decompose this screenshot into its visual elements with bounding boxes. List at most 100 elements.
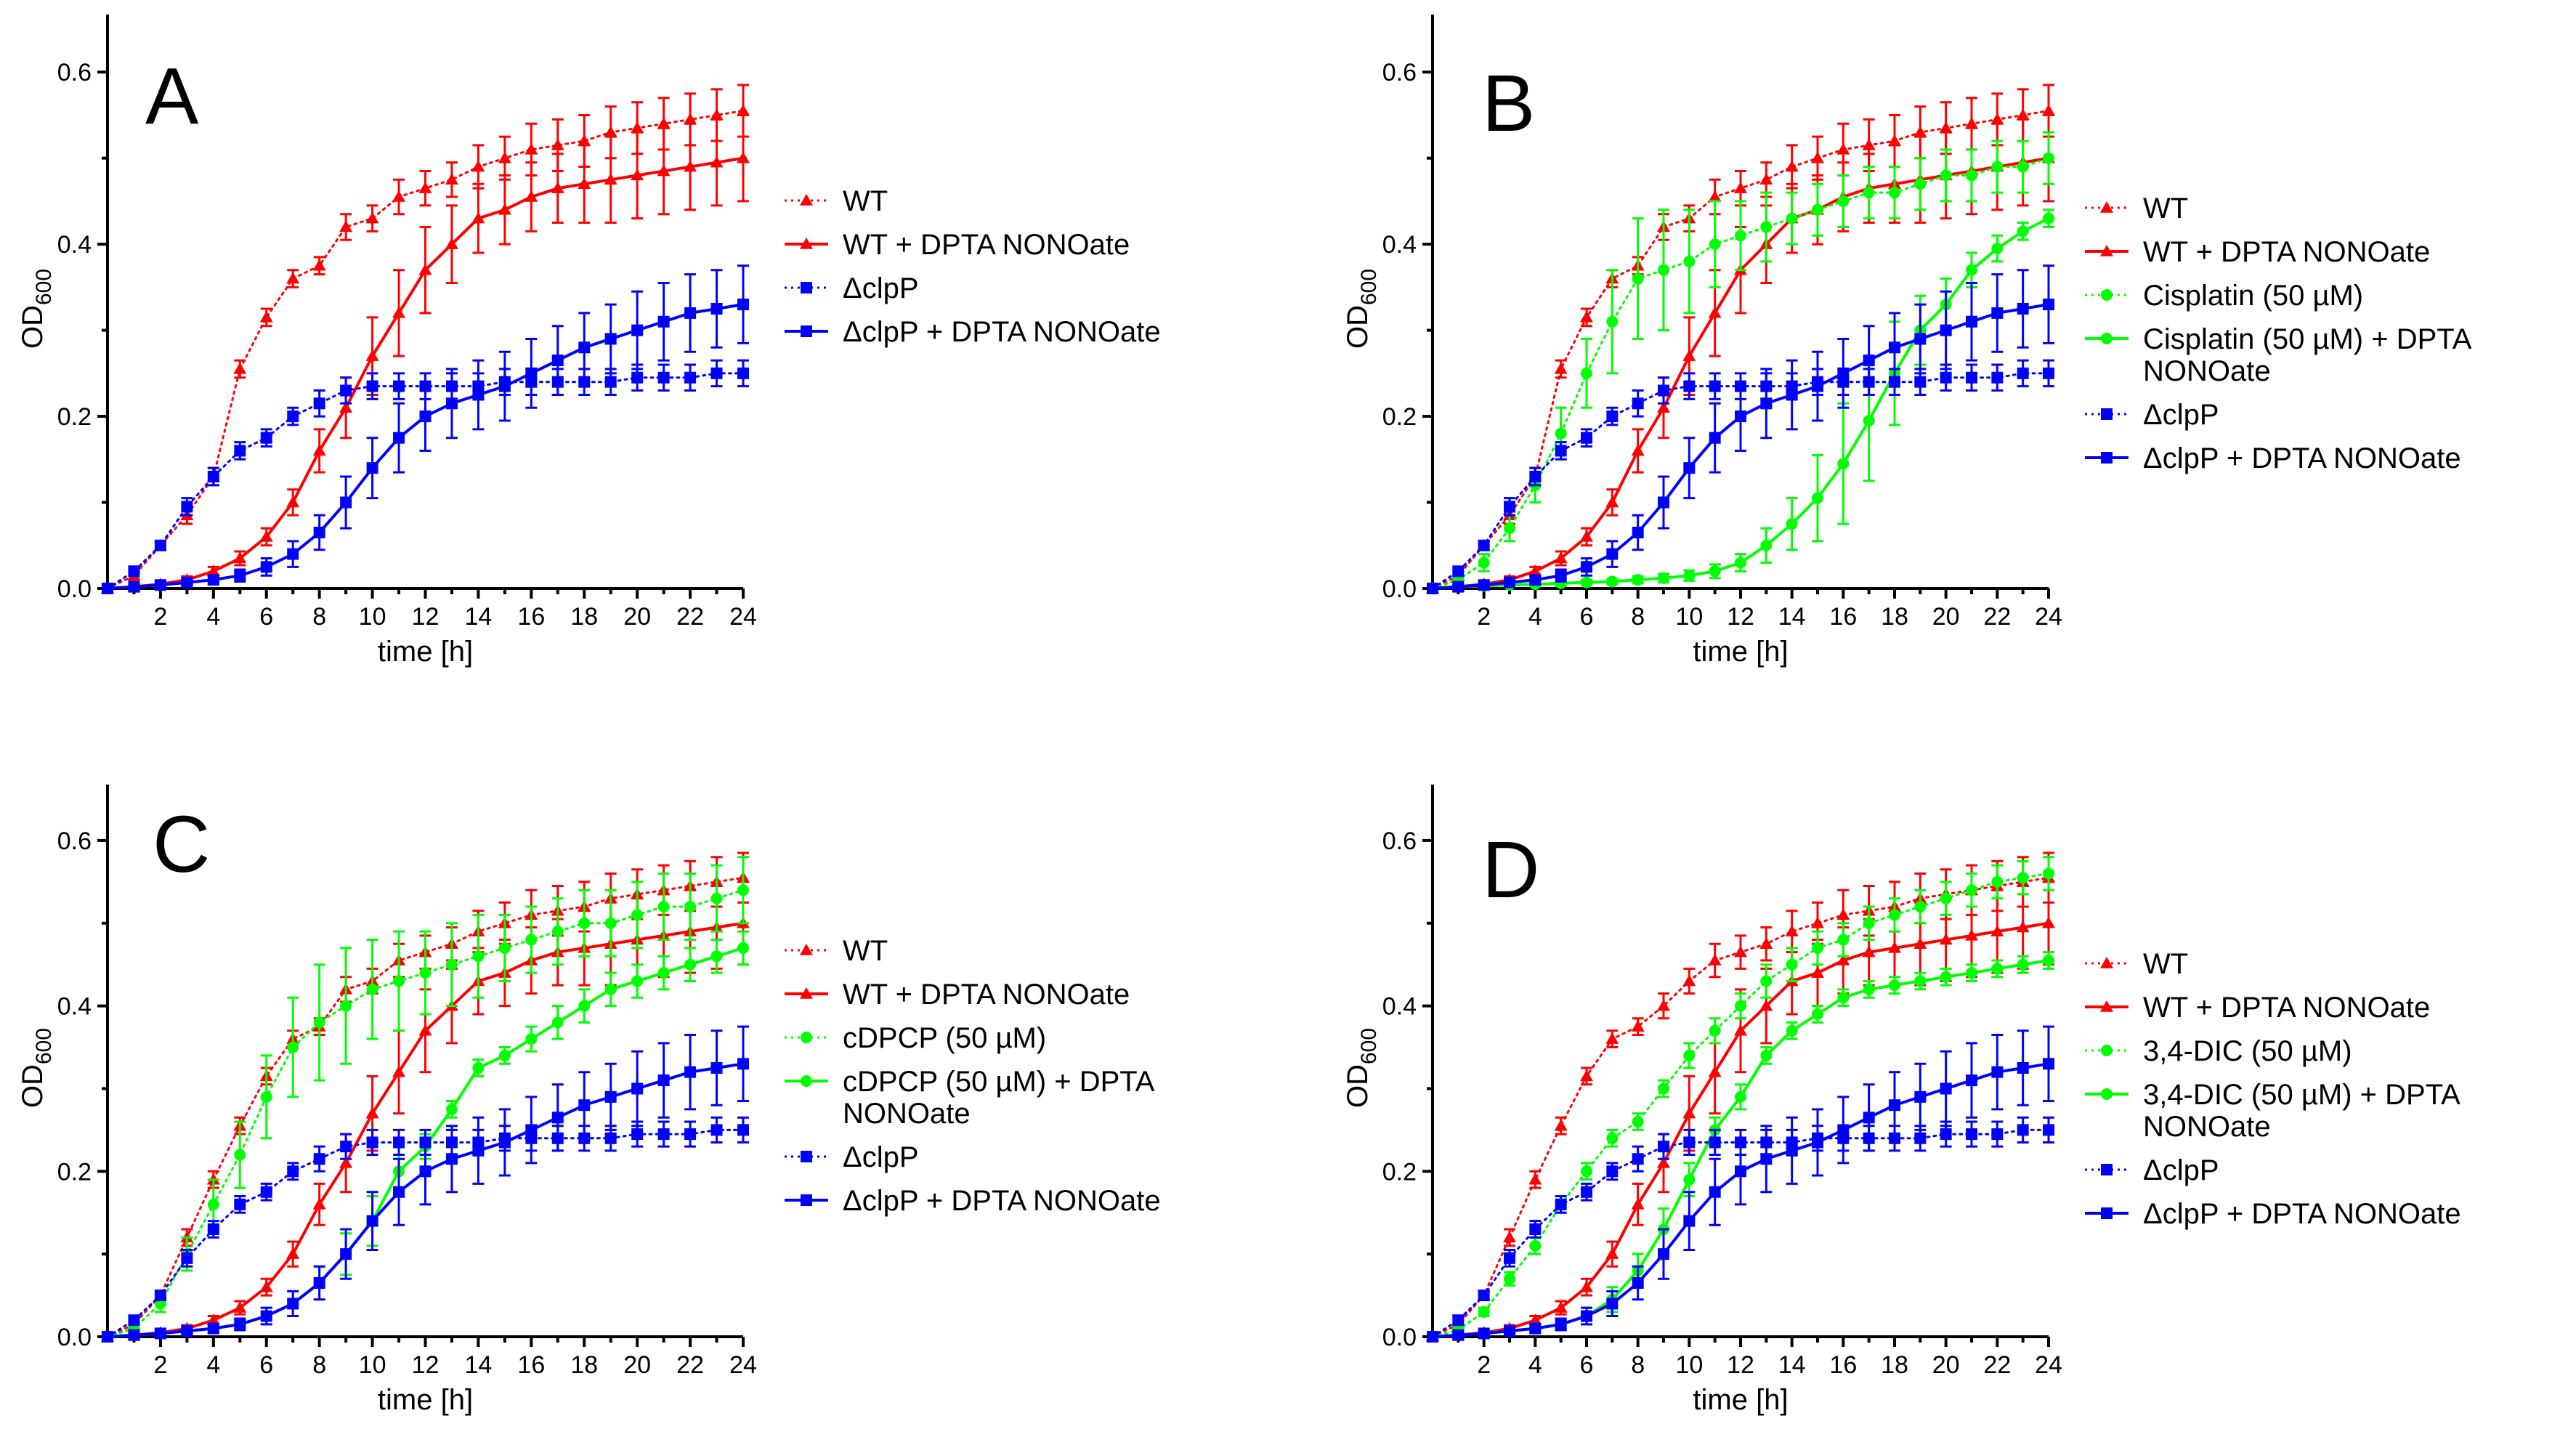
panel-d-data-point <box>1812 942 1823 954</box>
panel-c-data-point <box>393 1136 405 1149</box>
panel-b-data-point <box>1658 572 1669 584</box>
panel-b-legend-label: ΔclpP + DPTA NONOate <box>2143 442 2461 474</box>
panel-a-x-tick-label: 18 <box>570 603 598 631</box>
panel-b-data-point <box>1658 264 1669 276</box>
panel-d-data-point <box>2043 867 2054 880</box>
panel-b-data-point <box>1606 410 1619 423</box>
panel-c-x-tick-label: 2 <box>153 1351 167 1379</box>
panel-a-y-tick-label: 0.0 <box>57 575 92 603</box>
panel-c-data-point <box>578 1000 591 1012</box>
panel-a-series-0 <box>101 84 750 594</box>
panel-c-series-5 <box>102 1025 749 1343</box>
panel-a-data-point <box>498 380 511 392</box>
panel-d-data-point <box>1913 937 1927 949</box>
panel-c-data-point <box>259 1280 273 1292</box>
panel-c-data-point <box>181 1252 193 1264</box>
panel-b-data-point <box>2017 367 2029 379</box>
panel-d-data-point <box>1966 967 1977 979</box>
panel-a-x-tick-label: 4 <box>206 603 220 631</box>
panel-b-data-point <box>1452 580 1465 593</box>
panel-a-x-tick-label: 24 <box>729 603 757 631</box>
panel-c-data-point <box>419 967 432 979</box>
panel-d-data-point <box>2043 1124 2054 1136</box>
panel-b-y-axis-title: OD600 <box>1342 269 1381 349</box>
panel-b-data-point <box>1504 501 1515 513</box>
panel-b-series-2 <box>1427 131 2054 594</box>
panel-b-data-point <box>1478 579 1490 591</box>
panel-a-data-point <box>471 160 485 172</box>
panel-a-data-point <box>339 401 353 413</box>
panel-c-data-point <box>710 1124 723 1136</box>
panel-d-data-point <box>1889 1099 1900 1112</box>
panel-a-data-point <box>418 263 432 275</box>
panel-c-legend-item-5: ΔclpP + DPTA NONOate <box>785 1185 1161 1217</box>
panel-c-data-point <box>498 1049 511 1061</box>
panel-d-data-point <box>1812 1008 1823 1020</box>
panel-d-data-point <box>1965 928 1978 941</box>
panel-c-data-point <box>551 1016 564 1029</box>
panel-b-data-point <box>1631 444 1645 456</box>
panel-c-data-point <box>128 1329 140 1341</box>
panel-a-data-point <box>604 126 617 137</box>
panel-a-data-point <box>684 113 697 125</box>
panel-d-data-point <box>1683 1049 1696 1061</box>
panel-a-letter: A <box>145 52 199 141</box>
panel-b-data-point <box>1504 522 1515 535</box>
panel-b-data-point <box>1889 187 1900 199</box>
panel-b-legend-marker <box>2101 289 2113 301</box>
panel-d-data-point <box>1580 1069 1593 1082</box>
panel-b-data-point <box>1966 264 1977 276</box>
panel-c-data-point <box>313 1153 325 1165</box>
panel-c-data-point <box>604 1132 617 1144</box>
panel-c-legend-item-4: ΔclpP <box>785 1141 919 1173</box>
panel-c-y-tick-label: 0.4 <box>57 993 92 1021</box>
panel-d-data-point <box>1759 937 1773 949</box>
panel-c-legend-label: cDPCP (50 µM) <box>843 1022 1046 1054</box>
panel-c-data-point <box>393 1186 405 1198</box>
panel-c-legend-label: ΔclpP + DPTA NONOate <box>843 1185 1161 1217</box>
panel-d-data-point <box>1863 1112 1875 1124</box>
panel-c-data-point <box>472 1144 485 1157</box>
panel-c-legend-marker <box>801 1151 812 1162</box>
panel-d-data-point <box>1581 1310 1592 1322</box>
panel-d-data-point <box>1606 1298 1619 1310</box>
panel-b-x-tick-label: 20 <box>1932 603 1960 631</box>
panel-b-data-point <box>1966 315 1977 328</box>
panel-d-legend-label: ΔclpP + DPTA NONOate <box>2143 1198 2461 1230</box>
panel-d-data-point <box>1581 1165 1592 1178</box>
panel-b-data-point <box>1581 576 1592 588</box>
panel-d-legend-item-1: WT + DPTA NONOate <box>2085 992 2430 1024</box>
panel-c-legend-label: WT + DPTA NONOate <box>843 979 1130 1011</box>
panel-d-data-point <box>1888 941 1901 953</box>
panel-b-data-point <box>1863 187 1875 199</box>
panel-a-data-point <box>710 155 724 168</box>
panel-b-data-point <box>1554 551 1568 564</box>
panel-d-legend-label: 3,4-DIC (50 µM) <box>2143 1035 2352 1067</box>
panel-c-legend-label: cDPCP (50 µM) + DPTA NONOate <box>843 1066 1155 1130</box>
panel-d-legend-item-2: 3,4-DIC (50 µM) <box>2085 1035 2352 1067</box>
panel-c-legend-item-3: cDPCP (50 µM) + DPTA NONOate <box>785 1066 1155 1130</box>
panel-c-data-point <box>604 1090 617 1103</box>
panel-d-data-point <box>1836 908 1850 920</box>
panel-d-data-point <box>1734 1024 1747 1036</box>
panel-b-data-point <box>1940 169 1952 182</box>
panel-d-legend-label: WT + DPTA NONOate <box>2143 992 2430 1024</box>
panel-b-legend-label: ΔclpP <box>2143 399 2219 431</box>
panel-c-y-tick-label: 0.2 <box>57 1158 92 1186</box>
panel-d-x-tick-label: 10 <box>1675 1351 1703 1379</box>
panel-d-data-point <box>1504 1273 1515 1285</box>
panel-a-data-point <box>684 160 697 172</box>
panel-b-x-tick-label: 14 <box>1778 603 1806 631</box>
panel-b-letter: B <box>1482 59 1535 148</box>
panel-a-legend-marker <box>800 238 813 249</box>
panel-d-data-point <box>1966 884 1977 896</box>
panel-d-data-point <box>1991 1128 2004 1141</box>
panel-b-y-tick-label: 0.4 <box>1382 231 1417 259</box>
panel-d-y-tick-label: 0.6 <box>1382 827 1417 855</box>
panel-b-data-point <box>2043 367 2054 379</box>
panel-c-data-point <box>340 1141 352 1153</box>
panel-d-data-point <box>1529 1223 1542 1235</box>
panel-d-data-point <box>1631 1197 1645 1210</box>
